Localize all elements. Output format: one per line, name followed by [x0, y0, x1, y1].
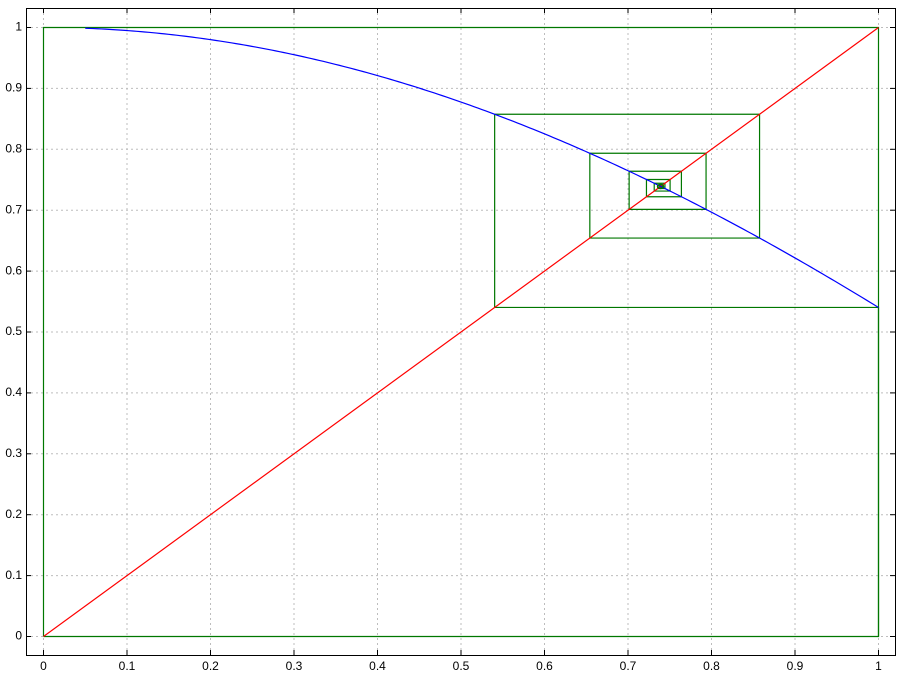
y-tick-label: 0.6: [5, 263, 22, 277]
x-tick-label: 0.9: [787, 659, 804, 673]
x-tick-label: 0.1: [119, 659, 136, 673]
y-tick-label: 0.8: [5, 141, 22, 155]
y-tick-label: 1: [15, 20, 22, 34]
x-tick-label: 0.7: [620, 659, 637, 673]
x-tick-label: 0: [40, 659, 47, 673]
series-cos-curve: [85, 27, 879, 308]
y-tick-labels: 0 0.1 0.2 0.3 0.4 0.5 0.6 0.7 0.8 0.9 1: [5, 20, 22, 643]
series-identity-line: [43, 27, 879, 637]
ticks: [26, 8, 895, 655]
x-tick-label: 0.6: [536, 659, 553, 673]
x-tick-labels: 0 0.1 0.2 0.3 0.4 0.5 0.6 0.7 0.8 0.9 1: [40, 659, 882, 673]
plot-lines: [42, 26, 880, 638]
x-tick-label: 1: [875, 659, 882, 673]
y-tick-label: 0: [15, 629, 22, 643]
y-tick-label: 0.5: [5, 324, 22, 338]
x-tick-label: 0.5: [453, 659, 470, 673]
x-tick-label: 0.2: [202, 659, 219, 673]
y-tick-label: 0.3: [5, 446, 22, 460]
y-tick-label: 0.7: [5, 202, 22, 216]
x-tick-label: 0.4: [369, 659, 386, 673]
fixed-point-marker: [656, 183, 665, 190]
y-tick-label: 0.2: [5, 507, 22, 521]
y-tick-label: 0.1: [5, 568, 22, 582]
y-tick-label: 0.9: [5, 81, 22, 95]
x-tick-label: 0.8: [703, 659, 720, 673]
x-tick-label: 0.3: [286, 659, 303, 673]
y-tick-label: 0.4: [5, 385, 22, 399]
